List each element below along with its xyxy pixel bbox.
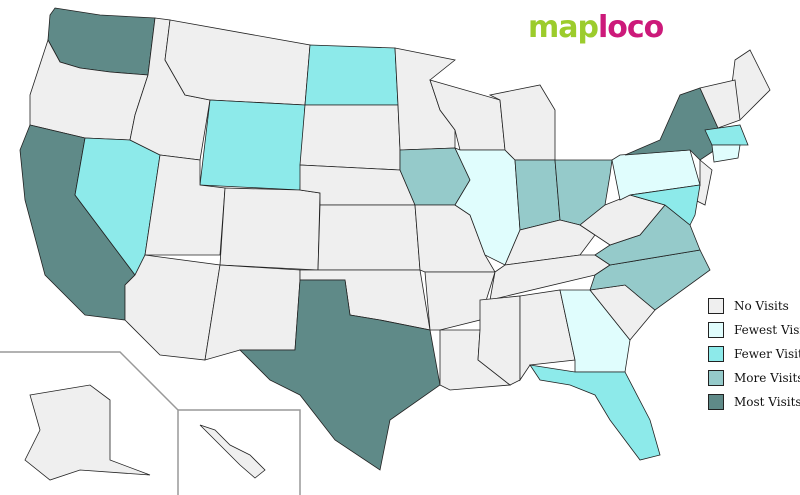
state-md [629,184,701,226]
state-ks [317,204,421,271]
legend-item-most-visits: Most Visits [708,390,800,414]
state-nm [204,264,301,361]
legend-item-fewer-visits: Fewer Visits [708,342,800,366]
inset-borders [0,351,301,495]
legend: No Visits Fewest Visits Fewer Visits Mor… [708,294,800,414]
legend-label: Most Visits [734,395,800,409]
legend-swatch [708,370,724,386]
legend-swatch [708,298,724,314]
state-wy [199,99,306,191]
state-sd [299,104,401,171]
state-nd [304,44,399,106]
legend-label: Fewer Visits [734,347,800,361]
state-mt [164,19,311,106]
legend-item-fewest-visits: Fewest Visits [708,318,800,342]
maploco-logo: maploco [528,10,664,45]
legend-swatch [708,346,724,362]
state-ar [424,271,496,331]
state-al [519,289,576,382]
state-co [219,187,321,271]
legend-label: No Visits [734,299,789,313]
state-ak [24,384,151,481]
state-ny [624,87,719,161]
state-hi [199,424,266,479]
legend-item-more-visits: More Visits [708,366,800,390]
legend-swatch [708,394,724,410]
state-nh [699,79,741,129]
legend-item-no-visits: No Visits [708,294,800,318]
legend-label: Fewest Visits [734,323,800,337]
state-tx [239,279,441,471]
legend-swatch [708,322,724,338]
legend-label: More Visits [734,371,800,385]
state-ma [704,124,749,146]
state-ct [711,144,741,163]
state-in [514,159,561,231]
state-az [124,254,221,361]
state-nj [694,159,713,206]
state-fl [529,364,661,461]
